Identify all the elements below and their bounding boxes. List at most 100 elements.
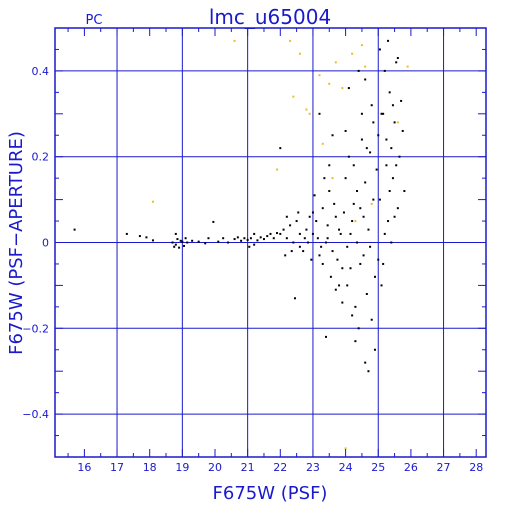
data-point bbox=[318, 254, 321, 257]
data-point bbox=[385, 164, 388, 167]
data-point bbox=[395, 164, 398, 167]
data-point bbox=[138, 235, 141, 238]
data-point-highlight bbox=[233, 39, 236, 42]
data-point bbox=[383, 69, 386, 72]
data-point bbox=[325, 335, 328, 338]
data-point bbox=[344, 129, 347, 132]
y-tick-label: 0 bbox=[42, 237, 49, 250]
data-point bbox=[318, 112, 321, 115]
y-tick-label: −0.4 bbox=[22, 408, 49, 421]
data-point bbox=[326, 224, 329, 227]
data-point bbox=[292, 241, 295, 244]
data-point bbox=[391, 177, 394, 180]
data-point-highlight bbox=[321, 142, 324, 145]
data-point bbox=[321, 207, 324, 210]
data-point-highlight bbox=[318, 74, 321, 77]
data-point bbox=[364, 78, 367, 81]
data-point bbox=[320, 245, 323, 248]
data-point bbox=[197, 240, 200, 243]
data-point bbox=[326, 237, 329, 240]
data-point bbox=[352, 202, 355, 205]
y-tick-label: 0.4 bbox=[32, 65, 50, 78]
data-point bbox=[191, 239, 194, 242]
data-point bbox=[236, 236, 239, 239]
data-point bbox=[398, 155, 401, 158]
x-tick-label: 24 bbox=[339, 461, 353, 474]
data-point bbox=[212, 220, 215, 223]
y-tick-label: 0.2 bbox=[32, 151, 50, 164]
data-point bbox=[325, 241, 328, 244]
data-point-highlight bbox=[396, 121, 399, 124]
data-point bbox=[315, 220, 318, 223]
data-point bbox=[388, 91, 391, 94]
data-point bbox=[171, 241, 174, 244]
data-point bbox=[393, 121, 396, 124]
data-point bbox=[328, 190, 331, 193]
data-point bbox=[246, 238, 249, 241]
tick-marks bbox=[55, 28, 486, 457]
data-point bbox=[293, 297, 296, 300]
data-point bbox=[186, 241, 189, 244]
data-point bbox=[298, 232, 301, 235]
data-point bbox=[388, 190, 391, 193]
data-point bbox=[375, 168, 378, 171]
data-point bbox=[204, 242, 207, 245]
data-point bbox=[391, 104, 394, 107]
data-point bbox=[362, 215, 365, 218]
data-point bbox=[182, 244, 185, 247]
data-point bbox=[357, 327, 360, 330]
data-point bbox=[364, 361, 367, 364]
data-point bbox=[367, 228, 370, 231]
x-tick-label: 22 bbox=[273, 461, 287, 474]
data-point-highlight bbox=[370, 202, 373, 205]
data-point bbox=[370, 104, 373, 107]
data-point bbox=[378, 198, 381, 201]
data-point bbox=[285, 237, 288, 240]
data-point bbox=[359, 262, 362, 265]
data-point bbox=[151, 239, 154, 242]
data-point bbox=[284, 254, 287, 257]
data-point bbox=[145, 236, 148, 239]
data-point-highlight bbox=[308, 112, 311, 115]
data-point bbox=[369, 151, 372, 154]
data-point bbox=[262, 238, 265, 241]
x-tick-label: 16 bbox=[77, 461, 91, 474]
data-point bbox=[387, 39, 390, 42]
data-point bbox=[222, 237, 225, 240]
data-point bbox=[290, 250, 293, 253]
data-point bbox=[403, 190, 406, 193]
data-point bbox=[365, 292, 368, 295]
data-point bbox=[373, 348, 376, 351]
data-point bbox=[73, 228, 76, 231]
data-point-highlight bbox=[351, 52, 354, 55]
data-point bbox=[179, 239, 182, 242]
data-point bbox=[313, 194, 316, 197]
data-point bbox=[390, 241, 393, 244]
data-point bbox=[390, 147, 393, 150]
data-point bbox=[323, 177, 326, 180]
data-point bbox=[269, 232, 272, 235]
data-point bbox=[174, 243, 177, 246]
data-point bbox=[338, 284, 341, 287]
data-point-highlight bbox=[151, 200, 154, 203]
data-point-highlight bbox=[305, 108, 308, 111]
data-point bbox=[316, 237, 319, 240]
data-point bbox=[178, 246, 181, 249]
data-point bbox=[302, 250, 305, 253]
data-point bbox=[176, 238, 179, 241]
data-point bbox=[365, 147, 368, 150]
data-point bbox=[321, 262, 324, 265]
data-point bbox=[356, 190, 359, 193]
data-point bbox=[346, 284, 349, 287]
x-tick-label: 27 bbox=[437, 461, 451, 474]
data-point bbox=[328, 164, 331, 167]
x-tick-label: 26 bbox=[404, 461, 418, 474]
y-axis-label: F675W (PSF−APERTURE) bbox=[6, 131, 27, 355]
data-point-highlight bbox=[364, 65, 367, 68]
data-point bbox=[354, 305, 357, 308]
data-point-highlight bbox=[341, 87, 344, 90]
data-point bbox=[369, 245, 372, 248]
data-point bbox=[372, 121, 375, 124]
data-point bbox=[259, 236, 262, 239]
